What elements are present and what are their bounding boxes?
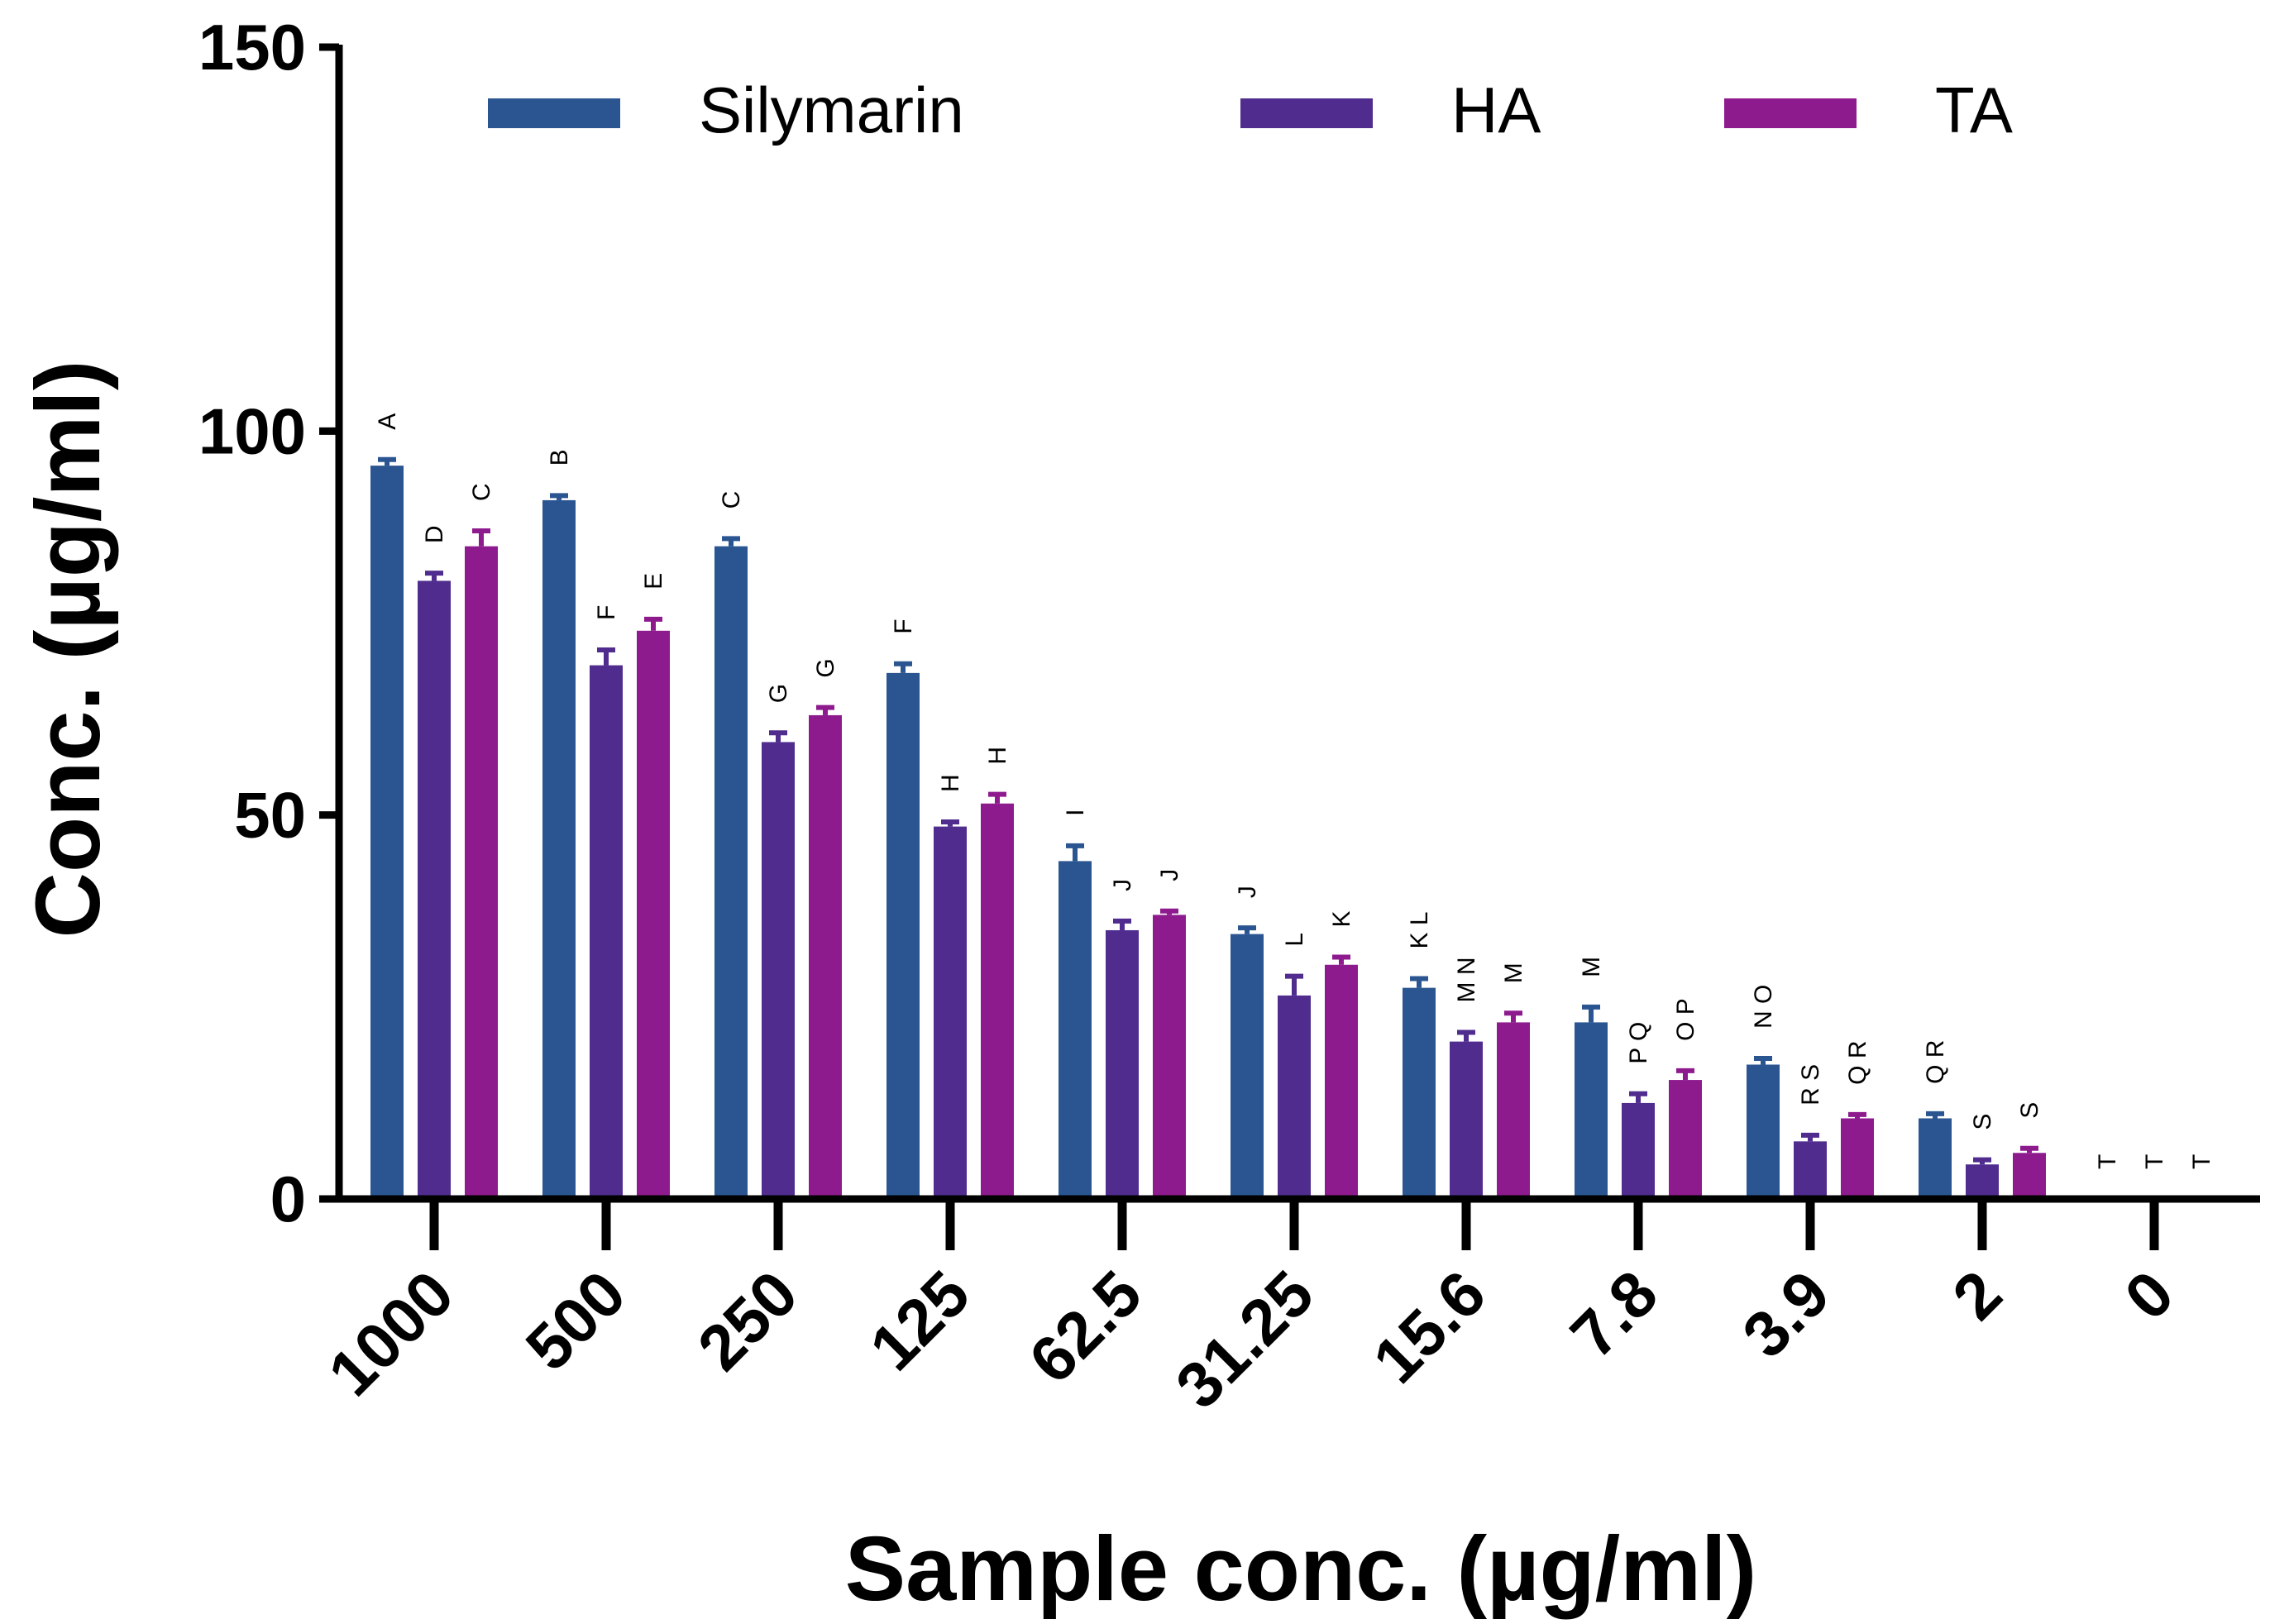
- x-axis-title: Sample conc. (µg/ml): [845, 1518, 1756, 1620]
- x-tick-label: 3.9: [1728, 1257, 1843, 1372]
- y-axis-title: Conc. (µg/ml): [17, 361, 119, 939]
- bar: [1106, 929, 1139, 1199]
- bar: [1622, 1102, 1655, 1199]
- x-tick-label: 2: [1938, 1257, 2015, 1334]
- error-bars-layer: [378, 456, 2038, 1165]
- significance-label: T: [2094, 1154, 2121, 1169]
- significance-label: H: [937, 774, 964, 792]
- bar: [886, 672, 920, 1199]
- bar: [1403, 987, 1436, 1199]
- x-tick-label: 15.6: [1359, 1257, 1499, 1397]
- bar: [1841, 1118, 1874, 1199]
- bar: [637, 630, 670, 1199]
- bar: [542, 499, 576, 1199]
- significance-label: E: [640, 573, 667, 590]
- bar: [1919, 1118, 1952, 1199]
- legend-label: HA: [1451, 74, 1541, 146]
- y-tick-label: 50: [234, 779, 306, 852]
- significance-label: G: [765, 684, 792, 703]
- bars-layer: [370, 466, 2046, 1199]
- legend-label: TA: [1935, 74, 2013, 146]
- significance-label: Q R: [1844, 1041, 1871, 1085]
- bar: [1231, 934, 1264, 1199]
- significance-label: P Q: [1625, 1022, 1652, 1064]
- significance-label: F: [593, 605, 620, 620]
- bar: [1669, 1080, 1702, 1199]
- axes-layer: 0 50 100 150 1000 500 250 125 62.5 31.25 15.6 7.8 3.…: [198, 11, 2260, 1422]
- significance-label: M: [1500, 962, 1527, 983]
- x-tick-label: 125: [856, 1257, 983, 1384]
- significance-label: S: [1969, 1114, 1996, 1130]
- bar: [762, 742, 795, 1199]
- significance-label: Q R: [1922, 1040, 1949, 1084]
- significance-label: G: [812, 658, 839, 677]
- significance-label: M N: [1453, 957, 1480, 1002]
- bar: [590, 665, 623, 1199]
- legend-label: Silymarin: [699, 74, 964, 146]
- legend-swatch: [488, 98, 620, 128]
- bar: [370, 466, 404, 1199]
- significance-label: C: [468, 483, 495, 501]
- x-tick-label: 62.5: [1015, 1257, 1155, 1397]
- bar: [1794, 1141, 1827, 1199]
- bar: [1059, 861, 1092, 1199]
- bar: [981, 803, 1014, 1199]
- significance-label: K L: [1406, 911, 1433, 948]
- significance-label: H: [984, 747, 1011, 765]
- significance-label: J: [1156, 869, 1183, 881]
- y-tick-label: 100: [198, 394, 306, 467]
- significance-label: I: [1062, 809, 1089, 815]
- x-tick-label: 0: [2110, 1257, 2187, 1334]
- significance-label: L: [1281, 933, 1308, 947]
- bar: [1278, 995, 1311, 1199]
- significance-label: C: [718, 491, 745, 509]
- bar: [1450, 1041, 1483, 1199]
- y-tick-label: 0: [270, 1163, 306, 1235]
- significance-label: A: [374, 413, 401, 430]
- significance-label: B: [546, 449, 573, 466]
- significance-label: M: [1578, 957, 1605, 977]
- bar: [1153, 915, 1186, 1199]
- significance-label: J: [1234, 886, 1261, 898]
- bar: [1575, 1022, 1608, 1199]
- significance-label: J: [1109, 879, 1136, 891]
- legend-swatch: [1240, 98, 1373, 128]
- significance-label: O P: [1672, 998, 1699, 1041]
- significance-label: K: [1328, 910, 1355, 927]
- bar: [1497, 1022, 1530, 1199]
- bar: [1747, 1064, 1780, 1199]
- bar: [934, 826, 967, 1199]
- significance-label: N O: [1750, 985, 1777, 1029]
- bar: [2013, 1153, 2046, 1199]
- significance-labels-layer: A D C B F E C G G F H H I J J J L K K L M N M M P Q O P N O R S Q …: [374, 413, 2215, 1169]
- x-tick-label: 500: [512, 1257, 639, 1384]
- bar: [809, 714, 842, 1199]
- bar: [1325, 964, 1358, 1199]
- bar: [1966, 1164, 1999, 1199]
- bar: [418, 580, 451, 1199]
- significance-label: D: [421, 525, 448, 543]
- bar: [465, 546, 498, 1199]
- significance-label: S: [2016, 1102, 2043, 1119]
- x-tick-label: 1000: [314, 1257, 467, 1410]
- significance-label: T: [2141, 1154, 2168, 1169]
- significance-label: F: [890, 619, 917, 633]
- y-tick-label: 150: [198, 11, 306, 84]
- x-tick-label: 31.25: [1162, 1257, 1327, 1422]
- x-tick-label: 7.8: [1556, 1257, 1671, 1372]
- significance-label: R S: [1797, 1064, 1824, 1106]
- bar: [714, 546, 748, 1199]
- significance-label: T: [2188, 1154, 2215, 1169]
- x-tick-label: 250: [684, 1257, 811, 1384]
- legend-swatch: [1724, 98, 1857, 128]
- legend: Silymarin HA TA: [488, 74, 2013, 146]
